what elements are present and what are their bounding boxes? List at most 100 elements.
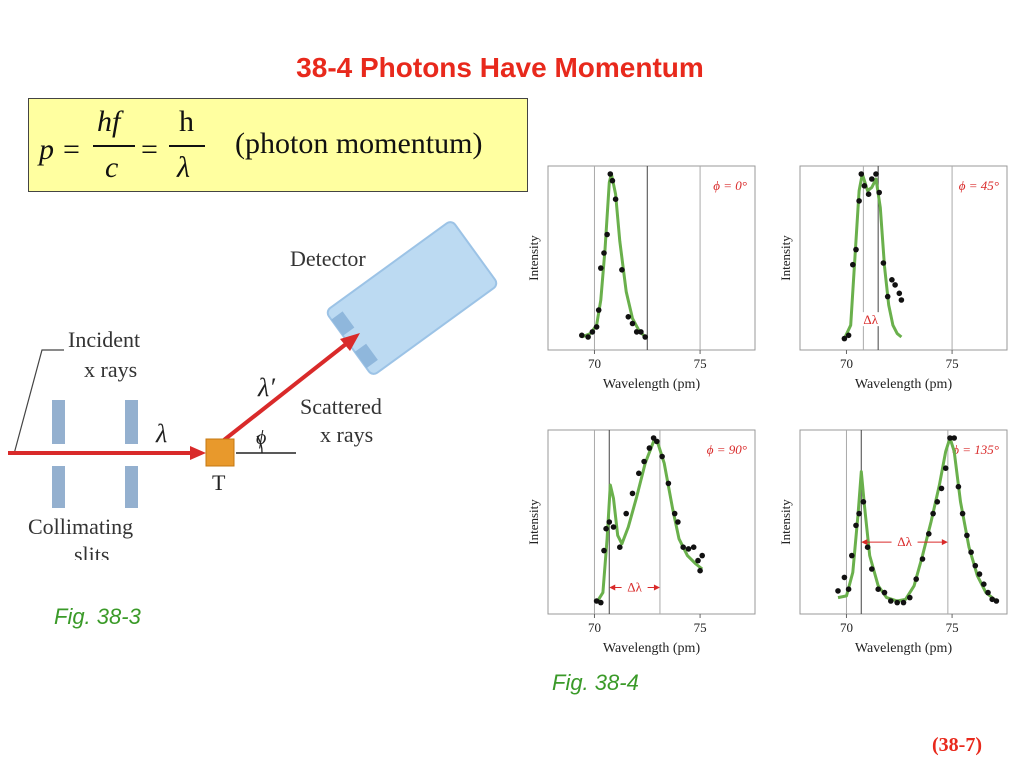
eq-note: (photon momentum) <box>235 127 483 160</box>
data-point <box>607 171 614 177</box>
delta-lambda-label-bg <box>621 579 648 594</box>
data-point <box>976 571 983 577</box>
x-tick-label: 75 <box>946 620 959 635</box>
data-point <box>930 510 936 517</box>
data-point <box>695 557 701 564</box>
delta-lambda-label-bg <box>857 312 884 327</box>
data-point <box>964 532 970 539</box>
data-point <box>907 594 913 601</box>
data-point <box>972 562 979 569</box>
data-point <box>638 329 644 335</box>
fig-38-3-caption: Fig. 38-3 <box>54 604 141 629</box>
y-axis-label: Intensity <box>526 499 541 545</box>
plot-frame <box>799 165 1008 351</box>
x-axis-label: Wavelength (pm) <box>855 377 953 392</box>
incident-label-1: Incident <box>68 327 140 352</box>
compton-apparatus-diagram: Incident x rays Collimating slits λ T λ′… <box>8 221 498 560</box>
target-icon <box>205 438 235 467</box>
target-label: T <box>212 470 226 495</box>
spectrum-chart-3: 70 75 Wavelength (pm) Intensity ϕ = 90° Δλ <box>526 429 756 656</box>
fit-curve <box>837 436 998 603</box>
delta-lambda-label: Δλ <box>863 312 878 327</box>
scattered-label-1: Scattered <box>300 394 382 419</box>
data-point <box>858 171 865 177</box>
slit-1-bottom <box>52 466 65 508</box>
plot-frame <box>547 165 756 351</box>
fig-38-4-caption: Fig. 38-4 <box>552 670 639 695</box>
data-point <box>888 598 894 604</box>
data-point <box>629 490 636 497</box>
plot-frame <box>547 429 756 615</box>
eq-frac2-numerator: h <box>179 105 194 138</box>
data-point <box>654 438 660 445</box>
data-point <box>606 519 613 525</box>
eq-frac1-numerator: hf <box>97 105 121 138</box>
x-tick-label: 70 <box>840 620 853 635</box>
data-point <box>860 499 867 505</box>
data-point <box>601 250 607 256</box>
data-point <box>625 314 632 320</box>
data-point <box>850 261 856 268</box>
data-point <box>853 522 859 529</box>
detector-icon <box>326 221 498 375</box>
data-point <box>671 510 678 517</box>
data-point <box>609 177 616 184</box>
data-point <box>603 525 609 532</box>
data-point <box>697 567 703 574</box>
phi-annotation: ϕ = 90° <box>707 442 747 457</box>
data-point <box>841 335 848 342</box>
data-point <box>856 198 862 204</box>
data-point <box>894 599 900 606</box>
data-point <box>876 189 882 196</box>
data-point <box>985 589 991 596</box>
data-point <box>942 465 949 471</box>
data-point <box>856 510 862 517</box>
data-point <box>636 470 642 477</box>
eq-equals-1: = <box>63 133 80 166</box>
incident-pointer-line <box>13 349 64 455</box>
data-point <box>873 171 879 177</box>
data-point <box>659 453 665 460</box>
data-point <box>861 183 868 189</box>
data-point <box>589 329 596 335</box>
lambda-label: λ <box>155 419 167 448</box>
data-point <box>880 260 887 266</box>
data-point <box>593 324 600 330</box>
detector-label: Detector <box>290 246 366 271</box>
data-point <box>675 519 681 525</box>
data-point <box>619 267 625 273</box>
slide-number: (38-7) <box>932 734 982 756</box>
data-point <box>646 445 653 451</box>
collimating-label-1: Collimating <box>28 514 133 539</box>
data-point <box>896 290 903 297</box>
data-point <box>926 531 932 537</box>
data-point <box>919 556 926 562</box>
data-point <box>955 483 962 490</box>
data-point <box>898 297 905 303</box>
data-point <box>690 544 697 550</box>
spectrum-chart-4: 70 75 Wavelength (pm) Intensity ϕ = 135° Δλ <box>778 429 1008 656</box>
data-point <box>598 265 604 271</box>
eq-lhs: p <box>39 133 54 166</box>
data-point <box>845 586 852 592</box>
data-point <box>642 334 648 340</box>
data-point <box>593 598 600 604</box>
x-tick-label: 70 <box>588 620 601 635</box>
data-point <box>612 196 619 202</box>
scattered-label-2: x rays <box>320 422 373 447</box>
data-point <box>623 510 629 517</box>
data-point <box>617 544 623 550</box>
data-point <box>633 329 640 335</box>
data-point <box>641 458 647 465</box>
data-point <box>604 231 610 238</box>
slit-2-top <box>125 400 138 444</box>
data-point <box>889 277 895 283</box>
data-point <box>968 549 974 555</box>
x-tick-label: 75 <box>694 620 707 635</box>
data-point <box>598 599 604 606</box>
data-point <box>875 586 881 592</box>
scattered-arrowhead <box>340 333 360 351</box>
data-point <box>892 282 898 288</box>
x-tick-label: 75 <box>694 356 707 371</box>
data-point <box>849 552 855 559</box>
